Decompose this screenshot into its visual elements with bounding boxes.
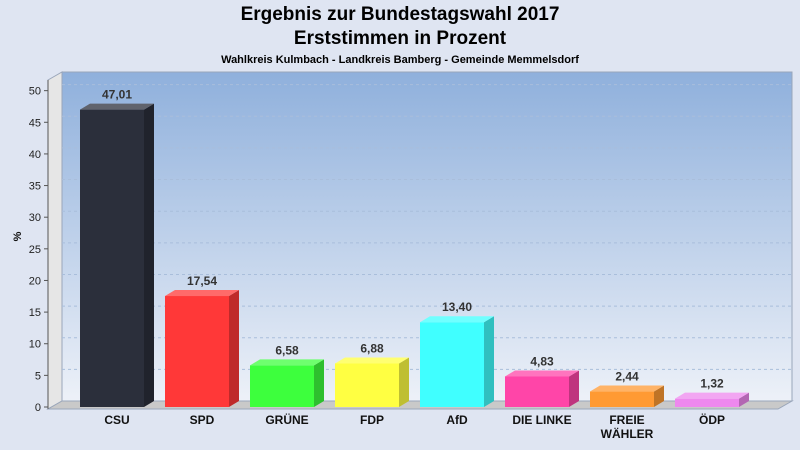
y-tick-label: 20 <box>29 275 41 287</box>
bar-side <box>739 392 749 407</box>
x-category-label: FDP <box>360 413 384 427</box>
bar-top <box>335 357 409 364</box>
y-tick-label: 45 <box>29 117 41 129</box>
y-tick-label: 40 <box>29 149 41 161</box>
bar-top <box>590 385 664 392</box>
bar-value-label: 2,44 <box>615 370 639 384</box>
bar-top <box>80 103 154 110</box>
y-tick-label: 5 <box>35 370 41 382</box>
y-tick-label: 15 <box>29 307 41 319</box>
x-category-label: CSU <box>104 413 129 427</box>
bar-group <box>590 385 664 407</box>
bar <box>675 398 739 407</box>
bar-top <box>505 370 579 377</box>
bar <box>505 376 569 407</box>
bar-value-label: 1,32 <box>700 377 724 391</box>
bar <box>80 109 144 407</box>
bar <box>165 296 229 407</box>
x-category-label: GRÜNE <box>265 412 308 427</box>
y-tick-label: 35 <box>29 181 41 193</box>
x-category-label: SPD <box>190 413 215 427</box>
chart-title: Ergebnis zur Bundestagswahl 2017 <box>240 4 560 25</box>
bar-side <box>399 357 409 407</box>
bar-group <box>675 392 749 407</box>
x-category-label: WÄHLER <box>601 426 654 441</box>
bar-value-label: 17,54 <box>187 274 217 288</box>
bar-side <box>484 316 494 407</box>
bar-side <box>314 359 324 407</box>
bar-value-label: 13,40 <box>442 300 472 314</box>
y-axis-label: % <box>12 231 24 241</box>
bar-top <box>675 392 749 399</box>
left-wall <box>47 71 63 410</box>
bar-group <box>335 357 409 407</box>
bar-group <box>250 359 324 407</box>
bar-value-label: 6,88 <box>360 341 384 355</box>
bar-group <box>420 316 494 407</box>
bar-group <box>80 103 154 407</box>
bar-group <box>165 290 239 407</box>
y-tick-label: 0 <box>35 402 41 414</box>
y-tick-label: 50 <box>29 86 41 98</box>
bar-value-label: 4,83 <box>530 354 554 368</box>
x-category-label: DIE LINKE <box>512 413 571 427</box>
x-category-label: AfD <box>446 413 468 427</box>
bar-value-label: 6,58 <box>275 343 299 357</box>
bar-side <box>654 385 664 407</box>
bar-group <box>505 370 579 407</box>
bar-top <box>250 359 324 366</box>
bar <box>335 363 399 407</box>
bar <box>420 322 484 407</box>
y-tick-label: 25 <box>29 244 41 256</box>
bar-value-label: 47,01 <box>102 88 132 102</box>
y-tick-label: 30 <box>29 212 41 224</box>
bar <box>250 365 314 407</box>
bar-top <box>420 316 494 323</box>
x-category-label: FREIE <box>609 413 644 427</box>
bar-top <box>165 290 239 297</box>
bar-side <box>229 290 239 407</box>
x-category-label: ÖDP <box>699 412 725 427</box>
bar-side <box>569 370 579 407</box>
bar <box>590 391 654 407</box>
chart-caption: Wahlkreis Kulmbach - Landkreis Bamberg -… <box>221 54 579 66</box>
bar-side <box>144 103 154 407</box>
chart-subtitle: Erststimmen in Prozent <box>293 28 507 49</box>
y-tick-label: 10 <box>29 339 41 351</box>
